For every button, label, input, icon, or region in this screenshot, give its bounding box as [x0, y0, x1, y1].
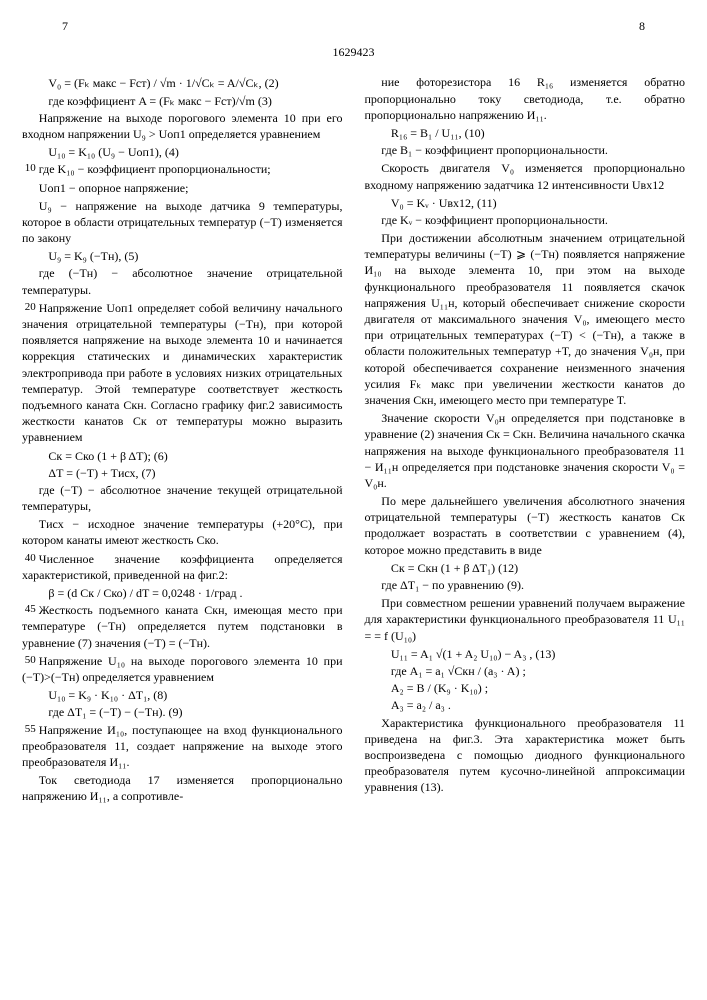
line-marker-45: 45 [8, 602, 22, 617]
para-l10: 45Жесткость подъемного каната Cкн, имеющ… [22, 602, 343, 651]
para-l3: Uоп1 − опорное напряжение; [22, 180, 343, 196]
equation-3: где коэффициент A = (Fₖ макс − Fст)/√m (… [22, 93, 343, 109]
equation-2: V₀ = (Fₖ макс − Fст) / √m · 1/√Cₖ = A/√C… [22, 75, 343, 91]
para-r9: При совместном решении уравнений получае… [365, 595, 686, 644]
equation-6: Cк = Cко (1 + β ΔT); (6) [22, 448, 343, 464]
equation-8: U₁₀ = K₉ · K₁₀ · ΔT₁, (8) [22, 687, 343, 703]
line-marker-10: 10 [8, 161, 22, 176]
equation-7: ΔT = (−T) + Tисх, (7) [22, 465, 343, 481]
equation-beta: β = (d Cк / Cко) / dT = 0,0248 · 1/град … [22, 585, 343, 601]
para-l2: 10где K₁₀ − коэффициент пропорциональнос… [22, 161, 343, 177]
para-r3: Скорость двигателя V₀ изменяется пропорц… [365, 160, 686, 192]
equation-a2: A₂ = B / (K₉ · K₁₀) ; [365, 680, 686, 696]
equation-a1: где A₁ = a₁ √Cкн / (a₃ · A) ; [365, 663, 686, 679]
line-marker-50: 50 [8, 653, 22, 668]
para-l8: Tисх − исходное значение температуры (+2… [22, 516, 343, 548]
para-l1: Напряжение на выходе порогового элемента… [22, 110, 343, 142]
equation-9: где ΔT₁ = (−T) − (−Tн). (9) [22, 704, 343, 720]
para-l12: 55Напряжение И₁₀, поступающее на вход фу… [22, 722, 343, 771]
equation-4: U₁₀ = K₁₀ (U₉ − Uоп1), (4) [22, 144, 343, 160]
para-r4: где Kᵥ − коэффициент пропорциональности. [365, 212, 686, 228]
para-r6: Значение скорости V₀н определяется при п… [365, 410, 686, 491]
para-l5: где (−Tн) − абсолютное значение отрицате… [22, 265, 343, 297]
para-r8: где ΔT₁ − по уравнению (9). [365, 577, 686, 593]
line-marker-40: 40 [8, 551, 22, 566]
para-l4: U₉ − напряжение на выходе датчика 9 темп… [22, 198, 343, 247]
body-columns: V₀ = (Fₖ макс − Fст) / √m · 1/√Cₖ = A/√C… [22, 74, 685, 804]
para-r10: Характеристика функционального преобразо… [365, 715, 686, 796]
para-l11: 50Напряжение U₁₀ на выходе порогового эл… [22, 653, 343, 685]
line-marker-20: 20 [8, 300, 22, 315]
para-r7: По мере дальнейшего увеличения абсолютно… [365, 493, 686, 558]
equation-11: V₀ = Kᵥ · Uвх12, (11) [365, 195, 686, 211]
page-num-right: 8 [639, 18, 645, 34]
para-l9: 40Численное значение коэффициента опреде… [22, 551, 343, 583]
equation-13: U₁₁ = A₁ √(1 + A₂ U₁₀) − A₃ , (13) [365, 646, 686, 662]
equation-10: R₁₆ = B₁ / U₁₁, (10) [365, 125, 686, 141]
para-l13: Ток светодиода 17 изменяется пропорциона… [22, 772, 343, 804]
para-l7: где (−T) − абсолютное значение текущей о… [22, 482, 343, 514]
page-num-left: 7 [62, 18, 68, 34]
para-r2: где B₁ − коэффициент пропорциональности. [365, 142, 686, 158]
page-header: 7 8 [22, 18, 685, 34]
document-number: 1629423 [22, 44, 685, 60]
para-r1: ние фоторезистора 16 R₁₆ изменяется обра… [365, 74, 686, 123]
equation-12: Cк = Cкн (1 + β ΔT₁) (12) [365, 560, 686, 576]
equation-a3: A₃ = a₂ / a₃ . [365, 697, 686, 713]
line-marker-55: 55 [8, 722, 22, 737]
para-l6: 20Напряжение Uоп1 определяет собой велич… [22, 300, 343, 446]
equation-5: U₉ = K₉ (−Tн), (5) [22, 248, 343, 264]
para-r5: При достижении абсолютным значением отри… [365, 230, 686, 408]
